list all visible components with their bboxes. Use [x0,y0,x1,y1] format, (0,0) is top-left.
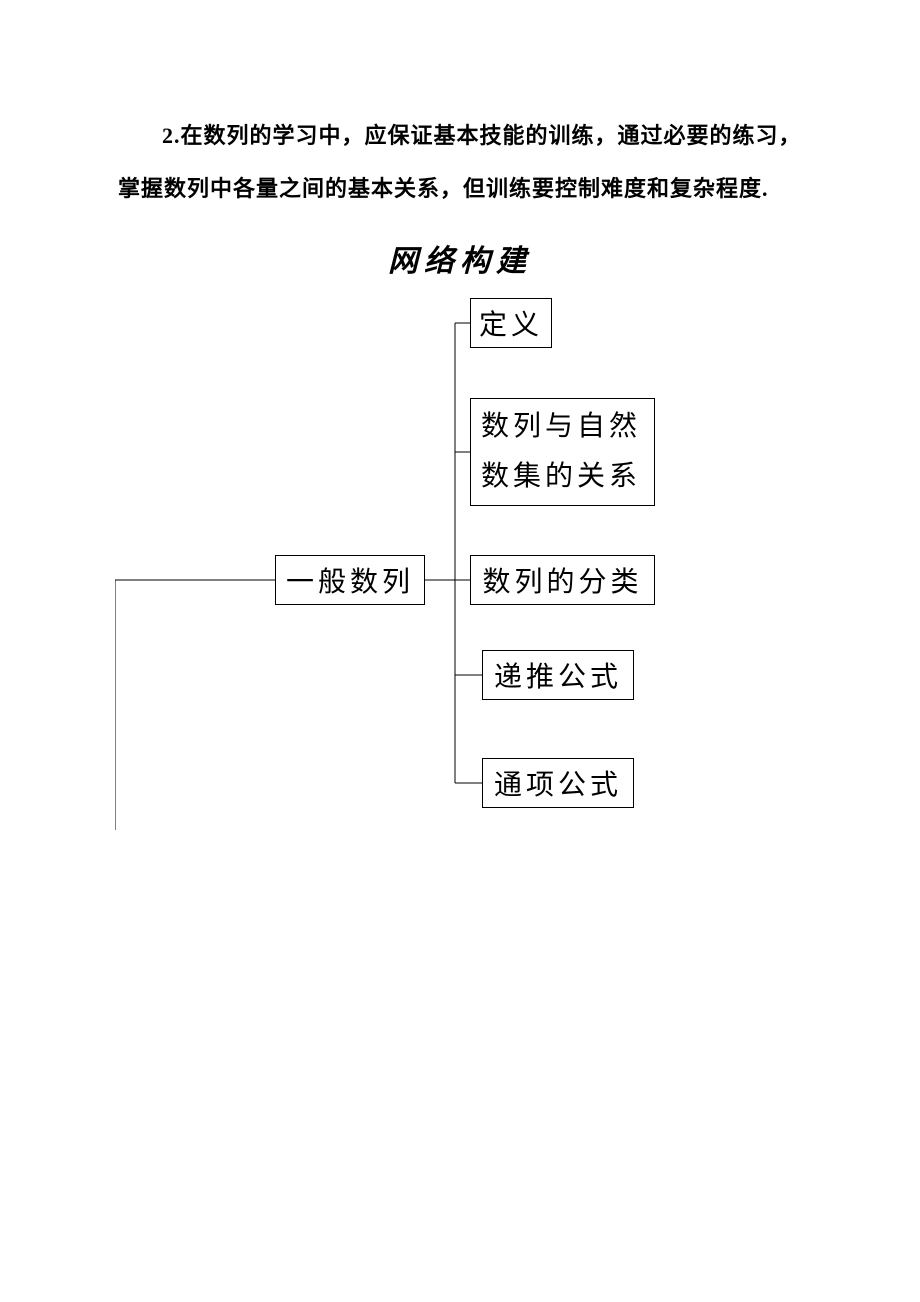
root-node: 一般数列 [275,555,425,605]
child-label-1-line2: 数集的关系 [481,452,641,502]
root-label: 一般数列 [286,560,414,600]
child-label-1-line1: 数列与自然 [481,402,641,452]
child-label-0: 定义 [479,303,543,343]
child-node-0: 定义 [470,298,552,348]
child-label-2: 数列的分类 [482,560,642,600]
child-node-4: 通项公式 [482,758,634,808]
paragraph-text: 2.在数列的学习中，应保证基本技能的训练，通过必要的练习，掌握数列中各量之间的基… [118,110,818,216]
tree-diagram: 一般数列 定义 数列与自然 数集的关系 数列的分类 递推公式 通项公式 [115,290,815,830]
child-label-3: 递推公式 [494,655,622,695]
diagram-lines [115,290,815,830]
child-label-4: 通项公式 [494,763,622,803]
section-title: 网络构建 [0,236,920,280]
child-node-1: 数列与自然 数集的关系 [470,398,655,506]
child-node-3: 递推公式 [482,650,634,700]
child-node-2: 数列的分类 [470,555,655,605]
